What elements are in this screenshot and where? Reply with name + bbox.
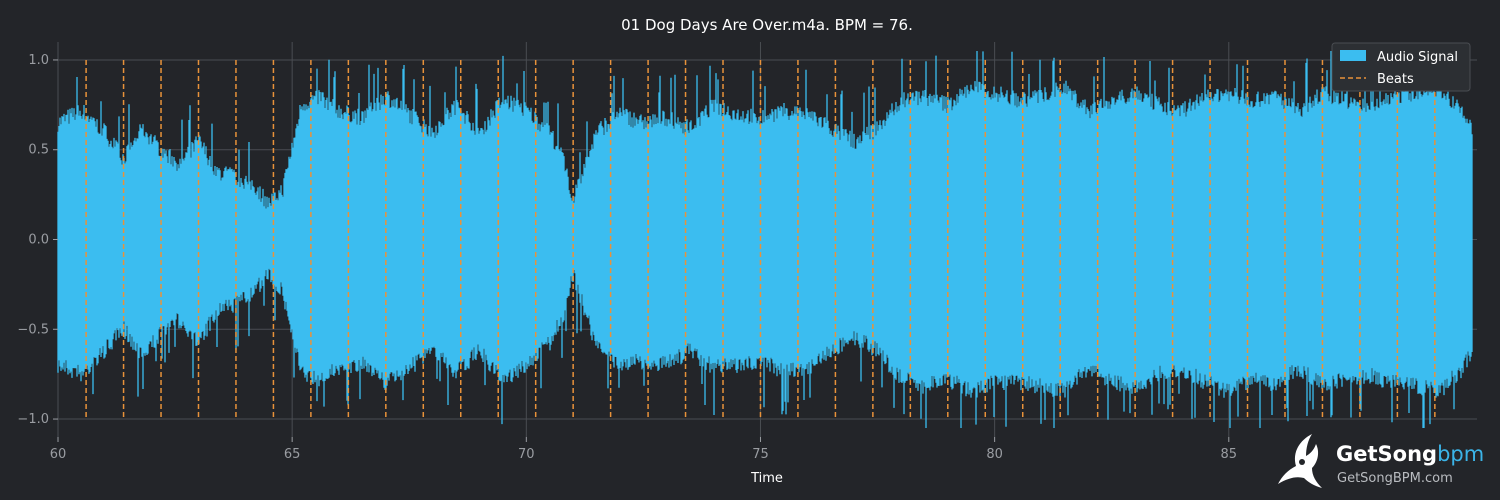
- legend: Audio Signal Beats: [1331, 42, 1471, 92]
- y-tick-label: 0.5: [28, 143, 49, 158]
- x-tick-label: 60: [50, 447, 67, 462]
- chart-title: 01 Dog Days Are Over.m4a. BPM = 76.: [621, 16, 913, 34]
- beats-series: [85, 59, 1436, 420]
- legend-label-beats: Beats: [1377, 72, 1414, 87]
- x-tick-label: 65: [284, 447, 301, 462]
- x-tick-label: 85: [1221, 447, 1238, 462]
- x-tick-label: 75: [752, 447, 769, 462]
- legend-label-audio-signal: Audio Signal: [1377, 50, 1458, 65]
- legend-swatch-audio-signal: [1340, 50, 1366, 61]
- x-tick-label: 70: [518, 447, 535, 462]
- axes: 1.0 0.5 0.0 −0.5 −1.0 60 65 70 75 80 85: [17, 53, 1237, 462]
- y-tick-label: 0.0: [28, 233, 49, 248]
- watermark-brand: GetSongbpm: [1336, 442, 1484, 466]
- y-tick-label: −0.5: [17, 322, 49, 337]
- y-tick-label: 1.0: [28, 53, 49, 68]
- x-tick-label: 80: [986, 447, 1003, 462]
- watermark-url: GetSongBPM.com: [1337, 471, 1453, 486]
- watermark: GetSongbpm GetSongBPM.com: [1278, 434, 1484, 488]
- bird-logo-icon: [1278, 434, 1322, 488]
- audio-signal-series: [57, 51, 1473, 428]
- audio-signal-waveform: [57, 51, 1473, 428]
- x-axis-label: Time: [750, 471, 783, 486]
- legend-box: [1331, 42, 1471, 92]
- y-tick-label: −1.0: [17, 412, 49, 427]
